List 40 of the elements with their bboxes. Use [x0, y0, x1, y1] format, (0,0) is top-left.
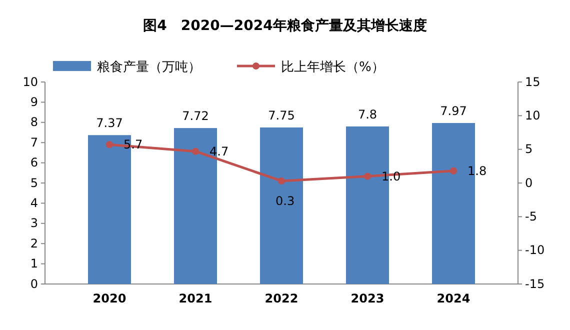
- point: [364, 172, 372, 180]
- point: [192, 148, 200, 155]
- x-tick-label: 2021: [178, 292, 212, 306]
- chart-title: 图4 2020—2024年粮食产量及其增长速度: [143, 17, 427, 34]
- data-label: 1.0: [382, 169, 401, 184]
- data-label: 7.8: [358, 107, 378, 122]
- y2-tick-label: 0: [525, 176, 533, 190]
- y-tick-label: 7: [30, 135, 38, 150]
- point: [278, 177, 286, 185]
- legend-label: 比上年增长（%）: [281, 60, 384, 75]
- data-label: 7.75: [268, 108, 295, 122]
- x-tick-label: 2022: [264, 292, 298, 306]
- data-label: 0.3: [276, 194, 295, 208]
- bar: [260, 127, 303, 284]
- x-tick-label: 2023: [350, 292, 384, 306]
- y-tick-label: 1: [30, 256, 38, 271]
- legend-label: 粮食产量（万吨）: [97, 60, 201, 75]
- point: [450, 167, 458, 174]
- y2-tick-label: -15: [525, 276, 545, 291]
- y-tick-label: 10: [22, 74, 38, 89]
- x-tick-label: 2024: [436, 292, 470, 306]
- y2-tick-label: -10: [525, 243, 545, 258]
- data-label: 7.97: [440, 104, 467, 118]
- y-tick-label: 2: [30, 236, 38, 250]
- x-tick-label: 2020: [92, 292, 126, 306]
- y-tick-label: 4: [30, 196, 38, 210]
- y-tick-label: 8: [30, 115, 38, 130]
- data-label: 5.7: [124, 138, 143, 152]
- y-tick-label: 6: [30, 156, 38, 170]
- y-tick-label: 5: [30, 176, 38, 190]
- data-label: 7.37: [96, 116, 123, 130]
- y2-tick-label: 5: [525, 142, 533, 156]
- y2-tick-label: -5: [525, 210, 537, 224]
- y-tick-label: 0: [30, 276, 38, 291]
- y-tick-label: 9: [30, 95, 38, 110]
- y-tick-label: 3: [30, 216, 38, 230]
- data-label: 7.72: [182, 109, 209, 124]
- point: [106, 141, 114, 148]
- y2-tick-label: 10: [525, 108, 540, 123]
- y2-tick-label: 15: [525, 74, 540, 89]
